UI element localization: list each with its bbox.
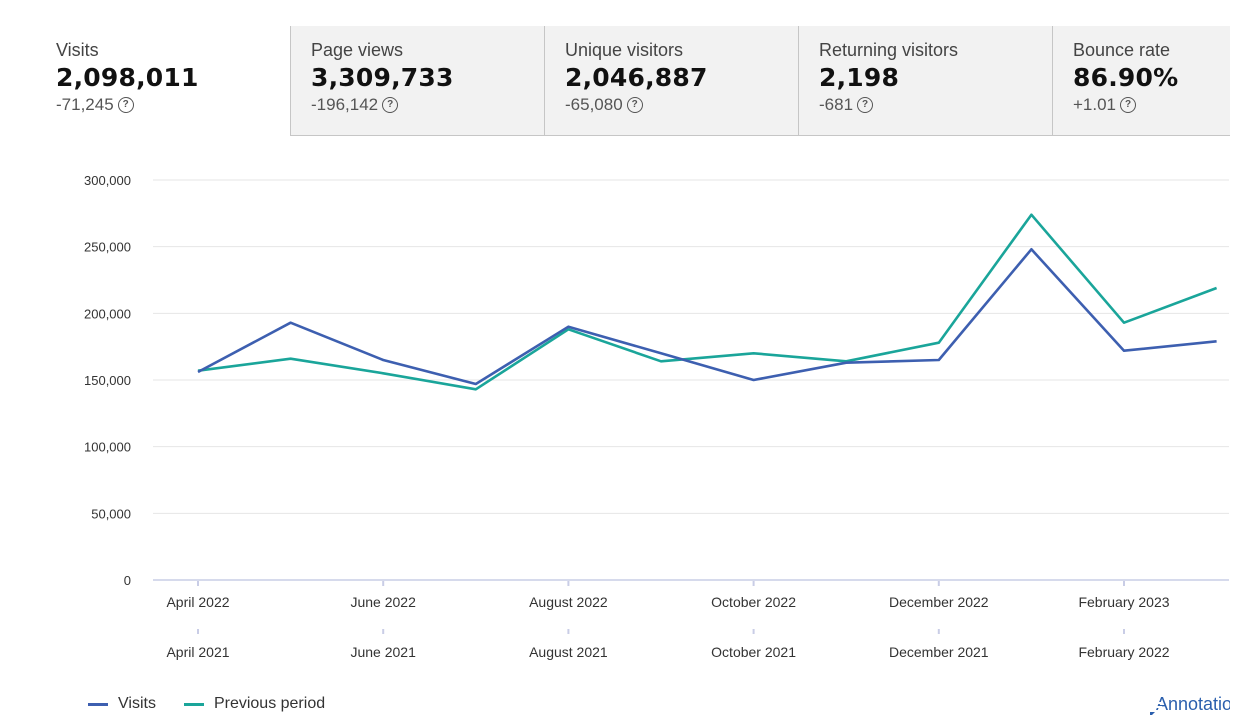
legend-item-visits[interactable]: Visits — [88, 695, 156, 713]
legend-item-previous-period[interactable]: Previous period — [183, 695, 326, 713]
y-tick-label: 50,000 — [91, 506, 131, 521]
help-icon[interactable]: ? — [1120, 97, 1137, 113]
tab-label: Visits — [56, 40, 99, 60]
help-icon[interactable]: ? — [857, 97, 874, 113]
tab-value: 86.90% — [1073, 63, 1179, 92]
x-tick-label-secondary: October 2021 — [711, 644, 796, 660]
y-tick-label: 300,000 — [84, 173, 131, 188]
legend-swatch — [88, 702, 108, 706]
help-icon[interactable]: ? — [382, 97, 399, 113]
metric-tabs: Visits 2,098,011 -71,245? Page views 3,3… — [0, 26, 1230, 136]
tab-value: 3,309,733 — [311, 63, 454, 92]
x-tick-label: August 2022 — [529, 594, 608, 610]
y-tick-label: 150,000 — [84, 373, 131, 388]
tab-delta-value: -196,142 — [311, 95, 379, 114]
x-tick-label-secondary: December 2021 — [889, 644, 989, 660]
tab-unique-visitors[interactable]: Unique visitors 2,046,887 -65,080? — [544, 26, 798, 136]
tab-delta: +1.01? — [1073, 95, 1230, 115]
legend-swatch — [183, 702, 204, 706]
y-tick-label: 200,000 — [84, 306, 131, 321]
tab-delta-value: -65,080 — [565, 95, 623, 114]
series-line-visits — [197, 248, 1217, 386]
tab-visits[interactable]: Visits 2,098,011 -71,245? — [0, 26, 290, 136]
series-line-previous-period — [197, 213, 1218, 391]
tab-delta: -71,245? — [56, 95, 290, 115]
tab-label: Bounce rate — [1073, 40, 1171, 60]
x-tick-label: February 2023 — [1078, 594, 1169, 610]
tab-delta: -681? — [819, 95, 1052, 115]
y-tick-label: 100,000 — [84, 440, 131, 455]
x-tick-label-secondary: February 2022 — [1078, 644, 1169, 660]
tab-delta-value: -71,245 — [56, 95, 114, 114]
x-tick-label: December 2022 — [889, 594, 989, 610]
annotations-label: Annotations — [1156, 694, 1230, 714]
tab-delta: -65,080? — [565, 95, 798, 115]
tab-returning-visitors[interactable]: Returning visitors 2,198 -681? — [798, 26, 1052, 136]
tab-value: 2,198 — [819, 63, 900, 92]
y-tick-label: 250,000 — [84, 240, 131, 255]
chart-legend: Visits Previous period — [88, 695, 353, 713]
x-tick-label-secondary: April 2021 — [166, 644, 229, 660]
annotations-button[interactable]: Annotations — [1148, 694, 1230, 715]
tab-delta-value: -681 — [819, 95, 854, 114]
x-tick-label-secondary: June 2021 — [350, 644, 416, 660]
x-tick-label-secondary: August 2021 — [529, 644, 608, 660]
tab-delta-value: +1.01 — [1073, 95, 1117, 114]
tab-delta: -196,142? — [311, 95, 544, 115]
tab-page-views[interactable]: Page views 3,309,733 -196,142? — [290, 26, 544, 136]
tab-value: 2,046,887 — [565, 63, 708, 92]
help-icon[interactable]: ? — [117, 97, 134, 113]
legend-label: Visits — [118, 695, 156, 712]
help-icon[interactable]: ? — [626, 97, 643, 113]
y-tick-label: 0 — [124, 573, 131, 588]
x-tick-label: April 2022 — [166, 594, 229, 610]
tab-value: 2,098,011 — [56, 63, 199, 92]
legend-label: Previous period — [213, 695, 326, 712]
tab-label: Returning visitors — [819, 40, 959, 60]
visits-line-chart: 0 50,000 100,000 150,000 200,000 250,000 300,0… — [84, 173, 1229, 660]
tab-label: Unique visitors — [565, 40, 684, 60]
x-tick-label: June 2022 — [350, 594, 416, 610]
tab-bounce-rate[interactable]: Bounce rate 86.90% +1.01? — [1052, 26, 1230, 136]
tab-label: Page views — [311, 40, 404, 60]
x-tick-label: October 2022 — [711, 594, 796, 610]
